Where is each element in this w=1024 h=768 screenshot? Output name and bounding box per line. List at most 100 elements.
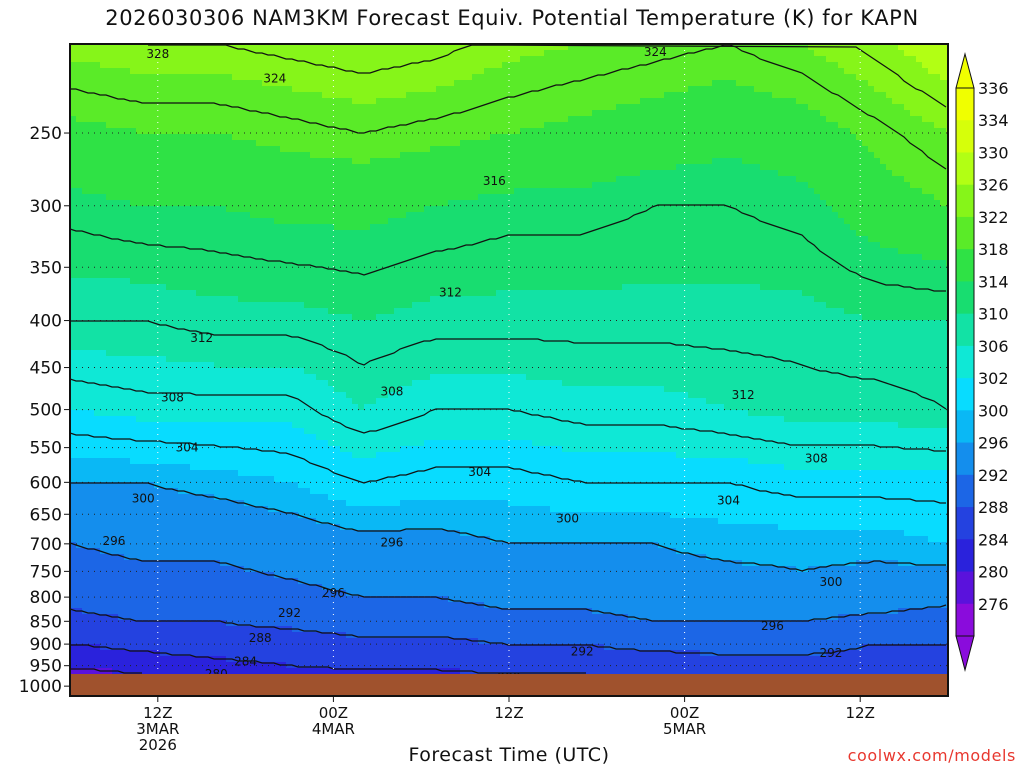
field-cell <box>376 98 383 105</box>
field-cell <box>358 116 365 123</box>
field-cell <box>688 212 695 219</box>
field-cell <box>280 230 287 237</box>
field-cell <box>820 62 827 69</box>
field-cell <box>328 170 335 177</box>
field-cell <box>844 122 851 129</box>
field-cell <box>382 170 389 177</box>
field-cell <box>280 56 287 63</box>
field-cell <box>538 44 545 51</box>
field-cell <box>892 212 899 219</box>
field-cell <box>844 134 851 141</box>
field-cell <box>916 92 923 99</box>
field-cell <box>802 80 809 87</box>
field-cell <box>418 236 425 243</box>
field-cell <box>100 218 107 225</box>
field-cell <box>100 86 107 93</box>
field-cell <box>718 128 725 135</box>
field-cell <box>358 176 365 183</box>
field-cell <box>454 224 461 231</box>
field-cell <box>742 176 749 183</box>
field-cell <box>466 146 473 153</box>
field-cell <box>598 74 605 81</box>
field-cell <box>850 122 857 129</box>
field-cell <box>478 128 485 135</box>
field-cell <box>796 104 803 111</box>
field-cell <box>838 194 845 201</box>
field-cell <box>460 194 467 201</box>
field-cell <box>586 98 593 105</box>
field-cell <box>418 44 425 51</box>
field-cell <box>232 128 239 135</box>
field-cell <box>460 212 467 219</box>
field-cell <box>322 98 329 105</box>
field-cell <box>904 212 911 219</box>
field-cell <box>718 176 725 183</box>
field-cell <box>412 242 419 249</box>
field-cell <box>730 86 737 93</box>
field-cell <box>412 92 419 99</box>
field-cell <box>820 182 827 189</box>
field-cell <box>412 122 419 129</box>
field-cell <box>502 134 509 141</box>
field-cell <box>232 170 239 177</box>
field-cell <box>934 50 941 57</box>
field-cell <box>448 56 455 63</box>
field-cell <box>214 200 221 207</box>
field-cell <box>796 158 803 165</box>
field-cell <box>124 122 131 129</box>
field-cell <box>604 200 611 207</box>
field-cell <box>904 74 911 81</box>
field-cell <box>76 188 83 195</box>
field-cell <box>838 110 845 117</box>
field-cell <box>334 236 341 243</box>
field-cell <box>100 146 107 153</box>
field-cell <box>142 110 149 117</box>
field-cell <box>496 242 503 249</box>
field-cell <box>274 86 281 93</box>
field-cell <box>634 134 641 141</box>
field-cell <box>400 116 407 123</box>
field-cell <box>928 80 935 87</box>
field-cell <box>262 170 269 177</box>
field-cell <box>370 164 377 171</box>
field-cell <box>544 164 551 171</box>
field-cell <box>496 110 503 117</box>
field-cell <box>904 56 911 63</box>
field-cell <box>778 218 785 225</box>
field-cell <box>634 44 641 51</box>
field-cell <box>358 146 365 153</box>
field-cell <box>688 218 695 225</box>
field-cell <box>118 176 125 183</box>
field-cell <box>118 206 125 213</box>
field-cell <box>652 50 659 57</box>
field-cell <box>268 218 275 225</box>
field-cell <box>460 134 467 141</box>
field-cell <box>412 158 419 165</box>
field-cell <box>556 218 563 225</box>
field-cell <box>634 128 641 135</box>
field-cell <box>124 170 131 177</box>
field-cell <box>118 200 125 207</box>
field-cell <box>784 74 791 81</box>
field-cell <box>118 218 125 225</box>
field-cell <box>754 56 761 63</box>
field-cell <box>730 134 737 141</box>
field-cell <box>916 242 923 249</box>
field-cell <box>76 128 83 135</box>
field-cell <box>280 170 287 177</box>
field-cell <box>730 56 737 63</box>
field-cell <box>256 236 263 243</box>
field-cell <box>604 164 611 171</box>
field-cell <box>358 170 365 177</box>
field-cell <box>568 212 575 219</box>
field-cell <box>940 206 947 213</box>
field-cell <box>940 212 947 219</box>
field-cell <box>748 230 755 237</box>
field-cell <box>508 122 515 129</box>
field-cell <box>94 164 101 171</box>
field-cell <box>352 158 359 165</box>
field-cell <box>112 194 119 201</box>
field-cell <box>694 74 701 81</box>
field-cell <box>760 176 767 183</box>
field-cell <box>310 86 317 93</box>
